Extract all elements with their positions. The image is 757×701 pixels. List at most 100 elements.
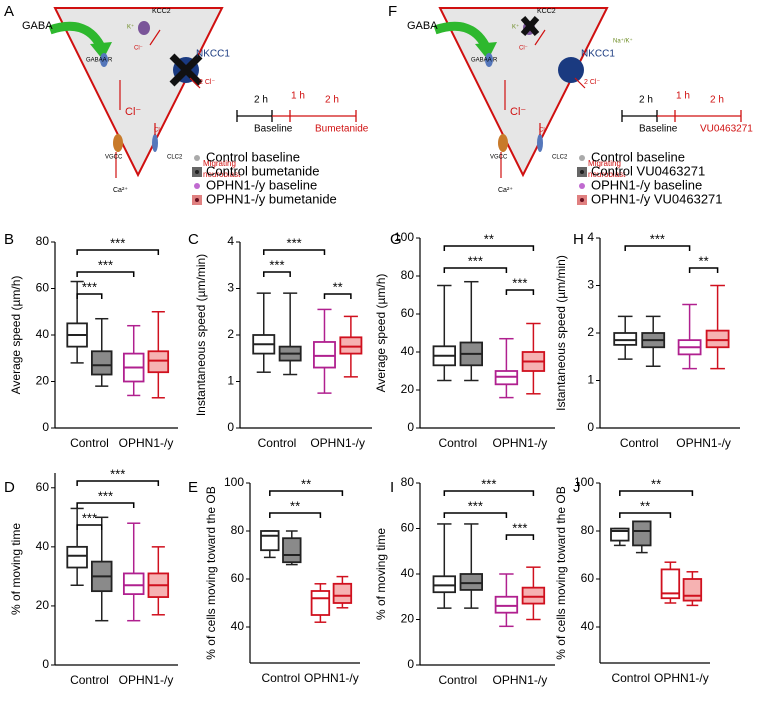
diagram-label: VGCC bbox=[490, 155, 508, 161]
significance-bracket bbox=[76, 271, 135, 277]
box bbox=[632, 520, 652, 547]
diagram-label: CLC2 bbox=[167, 155, 183, 161]
y-axis-label: % of moving time bbox=[9, 523, 23, 615]
diagram-label: KCC2 bbox=[537, 8, 556, 15]
gabaa-receptor bbox=[100, 53, 108, 67]
y-tick-label: 40 bbox=[401, 344, 415, 358]
diagram-label: K⁺ bbox=[127, 24, 134, 31]
x-tick-label: Control bbox=[261, 671, 300, 685]
timeline bbox=[621, 110, 658, 122]
diagram-label: Cl⁻ bbox=[125, 106, 141, 118]
timeline-red bbox=[657, 110, 742, 122]
significance-bracket bbox=[443, 490, 535, 496]
diagram-label: Cl⁻ bbox=[510, 106, 526, 118]
legend-dot bbox=[195, 198, 199, 202]
timeline-label: Baseline bbox=[254, 124, 293, 135]
y-tick-label: 60 bbox=[36, 480, 50, 494]
gabaa-receptor bbox=[485, 53, 493, 67]
y-tick-label: 60 bbox=[401, 521, 415, 535]
x-tick-label: OPHN1-/y bbox=[493, 673, 548, 687]
y-tick-label: 0 bbox=[227, 420, 234, 434]
significance-bracket bbox=[76, 480, 160, 486]
y-axis-label: % of cells moving toward the OB bbox=[554, 486, 568, 659]
significance-label: *** bbox=[512, 275, 527, 290]
diagram: GABA KCC2 K⁺ Cl⁻ NKCC1 2 Cl⁻ GABAA R Cl⁻ Cl⁻ VGCC… bbox=[22, 8, 369, 207]
y-tick-label: 20 bbox=[401, 612, 415, 626]
significance-bracket bbox=[619, 490, 694, 496]
diagram-label: GABAA R bbox=[86, 58, 113, 64]
significance-label: ** bbox=[651, 476, 661, 491]
significance-label: ** bbox=[484, 231, 494, 246]
significance-bracket bbox=[323, 293, 352, 299]
y-axis-label: Average speed (µm/h) bbox=[374, 274, 388, 393]
x-tick-label: Control bbox=[70, 673, 109, 687]
panel-letter: G bbox=[390, 231, 402, 248]
y-tick-label: 0 bbox=[42, 420, 49, 434]
y-tick-label: 4 bbox=[587, 230, 594, 244]
box bbox=[313, 341, 336, 369]
y-axis-label: % of cells moving toward the OB bbox=[204, 486, 218, 659]
significance-bracket bbox=[76, 293, 103, 299]
timeline-label: 2 h bbox=[639, 95, 653, 106]
box bbox=[705, 329, 730, 349]
box bbox=[521, 586, 546, 605]
diagram-label: CLC2 bbox=[552, 155, 568, 161]
clc2 bbox=[537, 134, 543, 152]
x-tick-label: Control bbox=[620, 436, 659, 450]
y-tick-label: 20 bbox=[401, 382, 415, 396]
timeline-label: 2 h bbox=[325, 95, 339, 106]
box bbox=[682, 578, 703, 602]
diagram-label: 2 Cl⁻ bbox=[199, 79, 215, 86]
cl-arrow bbox=[115, 29, 201, 178]
significance-label: ** bbox=[301, 476, 311, 491]
x-tick-label: Control bbox=[611, 671, 650, 685]
y-tick-label: 60 bbox=[581, 571, 595, 585]
box bbox=[459, 573, 484, 591]
y-tick-label: 80 bbox=[401, 268, 415, 282]
x-tick-label: OPHN1-/y bbox=[654, 671, 709, 685]
cl-arrow bbox=[500, 29, 586, 178]
clc2 bbox=[152, 134, 158, 152]
significance-label: *** bbox=[512, 520, 527, 535]
x-tick-label: OPHN1-/y bbox=[310, 436, 365, 450]
significance-label: ** bbox=[640, 498, 650, 513]
legend-label: Control baseline bbox=[206, 149, 300, 164]
block-x bbox=[169, 53, 203, 87]
box bbox=[660, 568, 681, 600]
box bbox=[339, 336, 363, 355]
diagram-label: 2 Cl⁻ bbox=[584, 79, 600, 86]
timeline-label: Bumetanide bbox=[315, 124, 369, 135]
legend-label: OPHN1-/y baseline bbox=[591, 177, 702, 192]
legend-label: Control bumetanide bbox=[206, 163, 319, 178]
diagram-label: Cl⁻ bbox=[539, 128, 548, 134]
significance-bracket bbox=[505, 534, 535, 540]
diagram-label: Na⁺/K⁺ bbox=[613, 38, 633, 45]
kcc2 bbox=[138, 21, 150, 35]
significance-bracket bbox=[263, 249, 326, 255]
significance-bracket bbox=[269, 490, 344, 496]
significance-label: ** bbox=[699, 253, 709, 268]
timeline-red bbox=[272, 110, 357, 122]
panel-letter: H bbox=[573, 231, 584, 248]
significance-bracket bbox=[619, 512, 672, 518]
legend-dot bbox=[580, 170, 584, 174]
y-axis-label: Istantaneous speed (µm/min) bbox=[554, 255, 568, 411]
y-tick-label: 80 bbox=[36, 234, 50, 248]
x-tick-label: OPHN1-/y bbox=[676, 436, 731, 450]
y-axis-label: Instantaneous speed (µm/min) bbox=[194, 254, 208, 416]
box bbox=[613, 332, 638, 346]
y-tick-label: 60 bbox=[231, 571, 245, 585]
nkcc1 bbox=[558, 57, 584, 83]
timeline-label: 2 h bbox=[254, 95, 268, 106]
legend-label: Control baseline bbox=[591, 149, 685, 164]
diagram-label: K⁺ bbox=[512, 24, 519, 31]
diagram-label: GABAA R bbox=[471, 58, 498, 64]
significance-bracket bbox=[76, 249, 160, 255]
legend-dot bbox=[194, 183, 200, 189]
x-tick-label: Control bbox=[70, 436, 109, 450]
cell-triangle bbox=[53, 7, 224, 178]
x-tick-label: Control bbox=[438, 436, 477, 450]
diagram-label: neuroblast bbox=[203, 170, 241, 179]
significance-bracket bbox=[624, 245, 691, 251]
diagram-label: KCC2 bbox=[152, 8, 171, 15]
